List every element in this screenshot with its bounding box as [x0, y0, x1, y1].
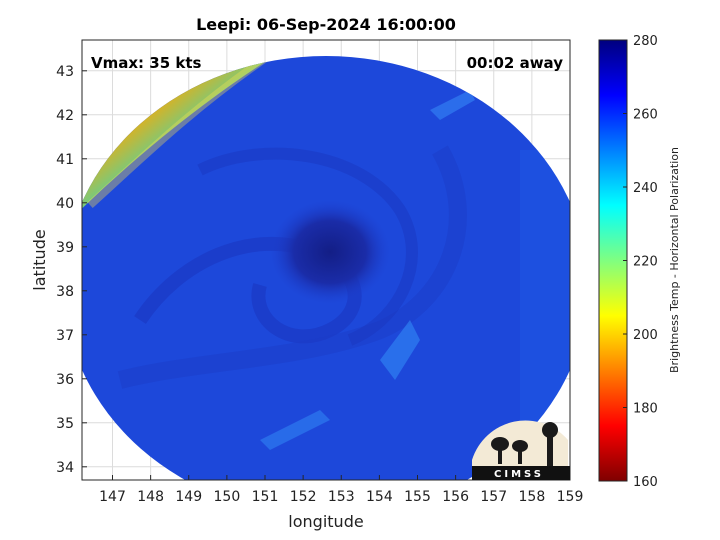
- cool-streak: [260, 410, 330, 450]
- colorbar-label: Brightness Temp - Horizontal Polarizatio…: [668, 147, 681, 373]
- y-tick-label: 40: [56, 196, 74, 212]
- x-axis-label: longitude: [288, 512, 363, 531]
- x-tick-label: 148: [137, 489, 164, 505]
- swath-edge: [520, 150, 570, 450]
- y-tick-label: 42: [56, 108, 74, 124]
- spiral-band: [117, 145, 467, 389]
- logo-band: [472, 466, 570, 480]
- logo-text: CIMSS: [494, 469, 544, 480]
- spiral-band: [197, 147, 418, 346]
- cimss-logo: CIMSS: [472, 420, 570, 480]
- logo-dish-mast: [498, 448, 502, 464]
- colorbar-tick-label: 160: [633, 475, 658, 490]
- colorbar-tick-label: 280: [633, 34, 658, 49]
- x-tick-label: 156: [442, 489, 469, 505]
- x-tick-label: 159: [557, 489, 584, 505]
- warm-band-ridge: [87, 56, 273, 208]
- y-tick-label: 35: [56, 416, 74, 432]
- y-tick-label: 37: [56, 328, 74, 344]
- x-tick-label: 153: [328, 489, 355, 505]
- y-tick-label: 43: [56, 64, 74, 80]
- y-axis-ticks: 34 35 36 37 38 39 40 41 42 43: [56, 64, 87, 476]
- x-tick-label: 147: [99, 489, 126, 505]
- colorbar-tick-label: 220: [633, 255, 658, 270]
- cool-streak: [380, 320, 420, 380]
- colorbar-ticks: 160 180 200 220 240 260 280: [623, 34, 658, 490]
- logo-dish-mast: [518, 450, 522, 464]
- y-tick-label: 36: [56, 372, 74, 388]
- y-axis-label: latitude: [30, 229, 49, 290]
- time-away-label: 00:02 away: [467, 54, 564, 72]
- x-tick-label: 150: [214, 489, 241, 505]
- chart-title: Leepi: 06-Sep-2024 16:00:00: [196, 15, 456, 34]
- plot-frame: [81, 39, 571, 481]
- y-tick-label: 41: [56, 152, 74, 168]
- vmax-label: Vmax: 35 kts: [91, 54, 201, 72]
- y-tick-label: 38: [56, 284, 74, 300]
- x-tick-label: 149: [175, 489, 202, 505]
- plot-area: 147 148 149 150 151 152 153 154 155 156 157 158 159 …: [56, 39, 583, 505]
- x-tick-label: 155: [404, 489, 431, 505]
- colorbar-tick-label: 180: [633, 402, 658, 417]
- y-tick-label: 34: [56, 460, 74, 476]
- logo-tower: [547, 436, 553, 466]
- colorbar-tick-label: 240: [633, 181, 658, 196]
- colorbar-scale: [599, 40, 627, 481]
- logo-dish: [512, 440, 528, 452]
- x-tick-label: 158: [519, 489, 546, 505]
- storm-eye: [270, 200, 390, 304]
- cool-streak: [430, 90, 475, 120]
- colorbar-tick-label: 200: [633, 328, 658, 343]
- colorbar: 160 180 200 220 240 260 280 Brightness Temp - …: [598, 34, 681, 490]
- y-tick-label: 39: [56, 240, 74, 256]
- x-tick-label: 157: [480, 489, 507, 505]
- colorbar-tick-label: 260: [633, 108, 658, 123]
- x-tick-label: 152: [290, 489, 317, 505]
- x-tick-label: 154: [366, 489, 393, 505]
- logo-dish: [491, 437, 509, 451]
- x-axis-ticks: 147 148 149 150 151 152 153 154 155 156 157 158 159: [99, 475, 583, 505]
- logo-tower-tank: [542, 422, 558, 438]
- x-tick-label: 151: [252, 489, 279, 505]
